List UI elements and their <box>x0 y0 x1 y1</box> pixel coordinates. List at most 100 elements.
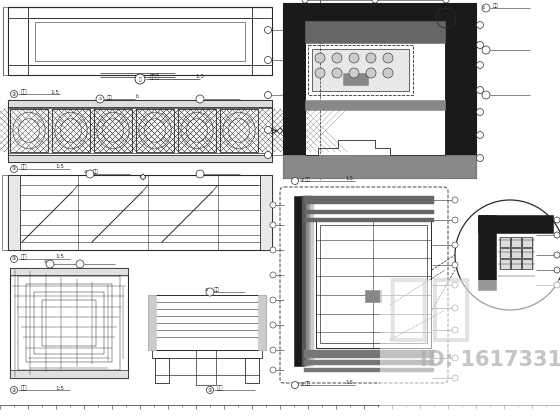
Text: 立面: 立面 <box>21 164 27 170</box>
Bar <box>283 3 305 178</box>
Circle shape <box>96 95 104 103</box>
Circle shape <box>452 327 458 333</box>
Text: 立面: 立面 <box>217 385 223 391</box>
Text: ①: ① <box>12 388 16 393</box>
Bar <box>148 295 266 350</box>
Circle shape <box>270 322 276 328</box>
Bar <box>52 109 90 152</box>
Bar <box>8 100 272 162</box>
Bar <box>304 218 434 222</box>
Bar <box>304 360 434 365</box>
Bar <box>445 3 476 178</box>
Circle shape <box>452 197 458 203</box>
Bar <box>283 3 476 21</box>
Circle shape <box>270 297 276 303</box>
Bar <box>304 368 434 372</box>
Circle shape <box>76 260 84 268</box>
Text: ⊙: ⊙ <box>98 97 102 101</box>
Bar <box>522 259 532 269</box>
Polygon shape <box>140 174 146 180</box>
Bar <box>10 109 48 152</box>
Circle shape <box>332 53 342 63</box>
Bar <box>294 196 304 366</box>
Bar <box>305 21 445 155</box>
Circle shape <box>270 202 276 208</box>
Bar <box>28 18 252 65</box>
Circle shape <box>315 53 325 63</box>
Text: 立面: 立面 <box>214 288 220 292</box>
Circle shape <box>332 68 342 78</box>
Circle shape <box>366 68 376 78</box>
Text: 立面: 立面 <box>305 381 311 386</box>
Bar <box>304 210 434 214</box>
Circle shape <box>554 267 560 273</box>
Bar <box>309 196 312 366</box>
Bar <box>283 155 476 178</box>
Circle shape <box>264 152 272 158</box>
Text: 立面: 立面 <box>93 170 99 174</box>
Bar <box>148 295 156 350</box>
Circle shape <box>452 262 458 268</box>
Circle shape <box>196 170 204 178</box>
Bar <box>10 268 128 378</box>
Bar <box>152 350 262 358</box>
Bar <box>302 196 307 366</box>
Circle shape <box>292 178 298 184</box>
Circle shape <box>264 126 272 134</box>
Bar <box>500 259 510 269</box>
Text: 1:5: 1:5 <box>55 386 64 391</box>
Circle shape <box>196 95 204 103</box>
Circle shape <box>349 53 359 63</box>
Bar <box>478 215 553 233</box>
Circle shape <box>270 347 276 353</box>
Bar <box>220 109 258 152</box>
Bar <box>380 280 560 410</box>
Text: 立面: 立面 <box>21 89 27 95</box>
Circle shape <box>482 4 490 12</box>
Text: ⊙: ⊙ <box>83 170 87 174</box>
Text: 立面: 立面 <box>493 3 499 8</box>
Bar <box>511 237 521 247</box>
Bar <box>35 22 245 61</box>
Text: ⊙: ⊙ <box>481 6 485 10</box>
Circle shape <box>11 386 17 394</box>
Circle shape <box>455 200 560 310</box>
Circle shape <box>264 26 272 34</box>
Bar <box>304 350 434 358</box>
Bar <box>155 358 169 383</box>
Circle shape <box>554 282 560 288</box>
Bar <box>305 21 445 43</box>
Circle shape <box>482 91 490 99</box>
Polygon shape <box>277 128 283 134</box>
Bar <box>258 295 266 350</box>
Circle shape <box>383 68 393 78</box>
Text: 正立面: 正立面 <box>150 74 160 80</box>
Text: 立: 立 <box>138 76 142 81</box>
Circle shape <box>452 375 458 381</box>
Bar <box>478 215 496 290</box>
Circle shape <box>477 131 483 139</box>
Bar <box>34 292 104 354</box>
Circle shape <box>554 252 560 258</box>
Circle shape <box>452 282 458 288</box>
Circle shape <box>270 272 276 278</box>
Circle shape <box>452 217 458 223</box>
Bar <box>500 237 510 247</box>
Bar <box>511 248 521 258</box>
Circle shape <box>11 165 17 173</box>
Bar <box>311 196 314 366</box>
Bar <box>26 284 112 362</box>
Bar <box>312 49 409 91</box>
Text: ⊙: ⊙ <box>204 288 208 292</box>
Circle shape <box>477 21 483 29</box>
Circle shape <box>207 386 213 394</box>
Circle shape <box>554 217 560 223</box>
Text: ⊙: ⊙ <box>43 260 46 264</box>
Text: ID: 161733142: ID: 161733142 <box>420 350 560 370</box>
Bar <box>8 155 272 162</box>
Bar <box>136 109 174 152</box>
Circle shape <box>270 367 276 373</box>
Bar <box>522 237 532 247</box>
Bar <box>305 100 445 110</box>
Circle shape <box>11 255 17 262</box>
